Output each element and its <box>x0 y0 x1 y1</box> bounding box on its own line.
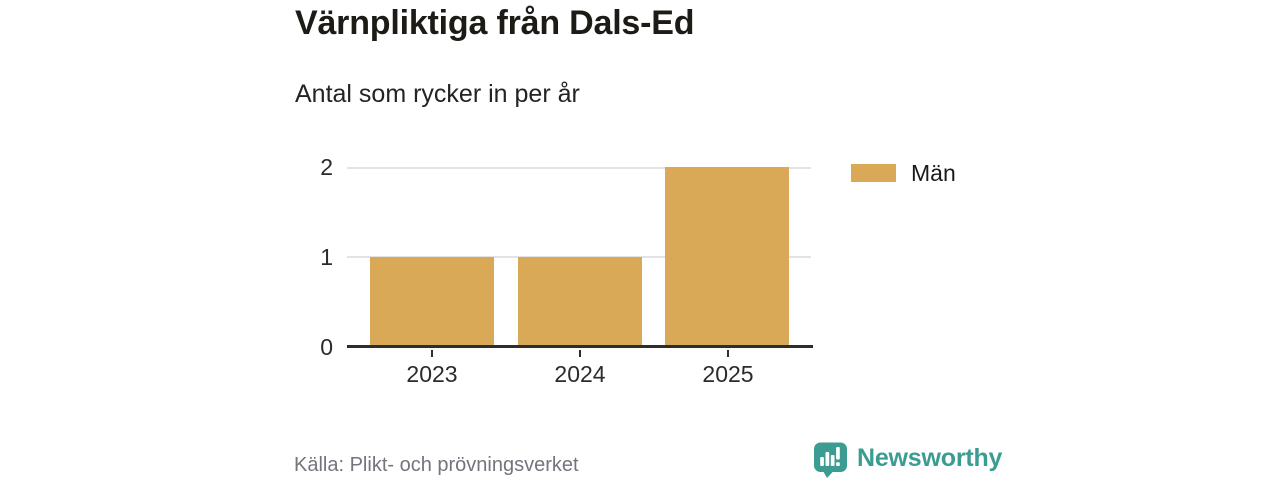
x-axis-line <box>347 345 813 348</box>
y-axis-tick-label-2: 2 <box>320 154 333 180</box>
legend-label-man: Män <box>911 160 956 186</box>
x-axis-tick-2024 <box>579 350 581 357</box>
brand-name: Newsworthy <box>857 444 1003 472</box>
plot-area: 2023 2024 2025 <box>347 167 813 387</box>
gridline-2 <box>347 167 811 169</box>
brand-logo: Newsworthy <box>813 442 1002 478</box>
legend-swatch-man <box>851 164 896 182</box>
bar-2023 <box>370 257 494 347</box>
x-axis-label-2023: 2023 <box>406 361 458 387</box>
bar-2025 <box>665 167 789 347</box>
x-axis-tick-2023 <box>431 350 433 357</box>
y-axis-tick-label-1: 1 <box>320 244 333 270</box>
chart-title: Värnpliktiga från Dals-Ed <box>295 4 695 42</box>
chart-subtitle: Antal som rycker in per år <box>295 80 580 108</box>
x-axis-label-2024: 2024 <box>554 361 606 387</box>
x-axis-label-2025: 2025 <box>702 361 754 387</box>
newsworthy-speech-bubble-chart-icon <box>814 442 847 478</box>
source-attribution: Källa: Plikt- och prövningsverket <box>294 454 579 476</box>
bar-2024 <box>518 257 642 347</box>
x-axis-tick-2025 <box>727 350 729 357</box>
y-axis-tick-label-0: 0 <box>320 334 333 360</box>
